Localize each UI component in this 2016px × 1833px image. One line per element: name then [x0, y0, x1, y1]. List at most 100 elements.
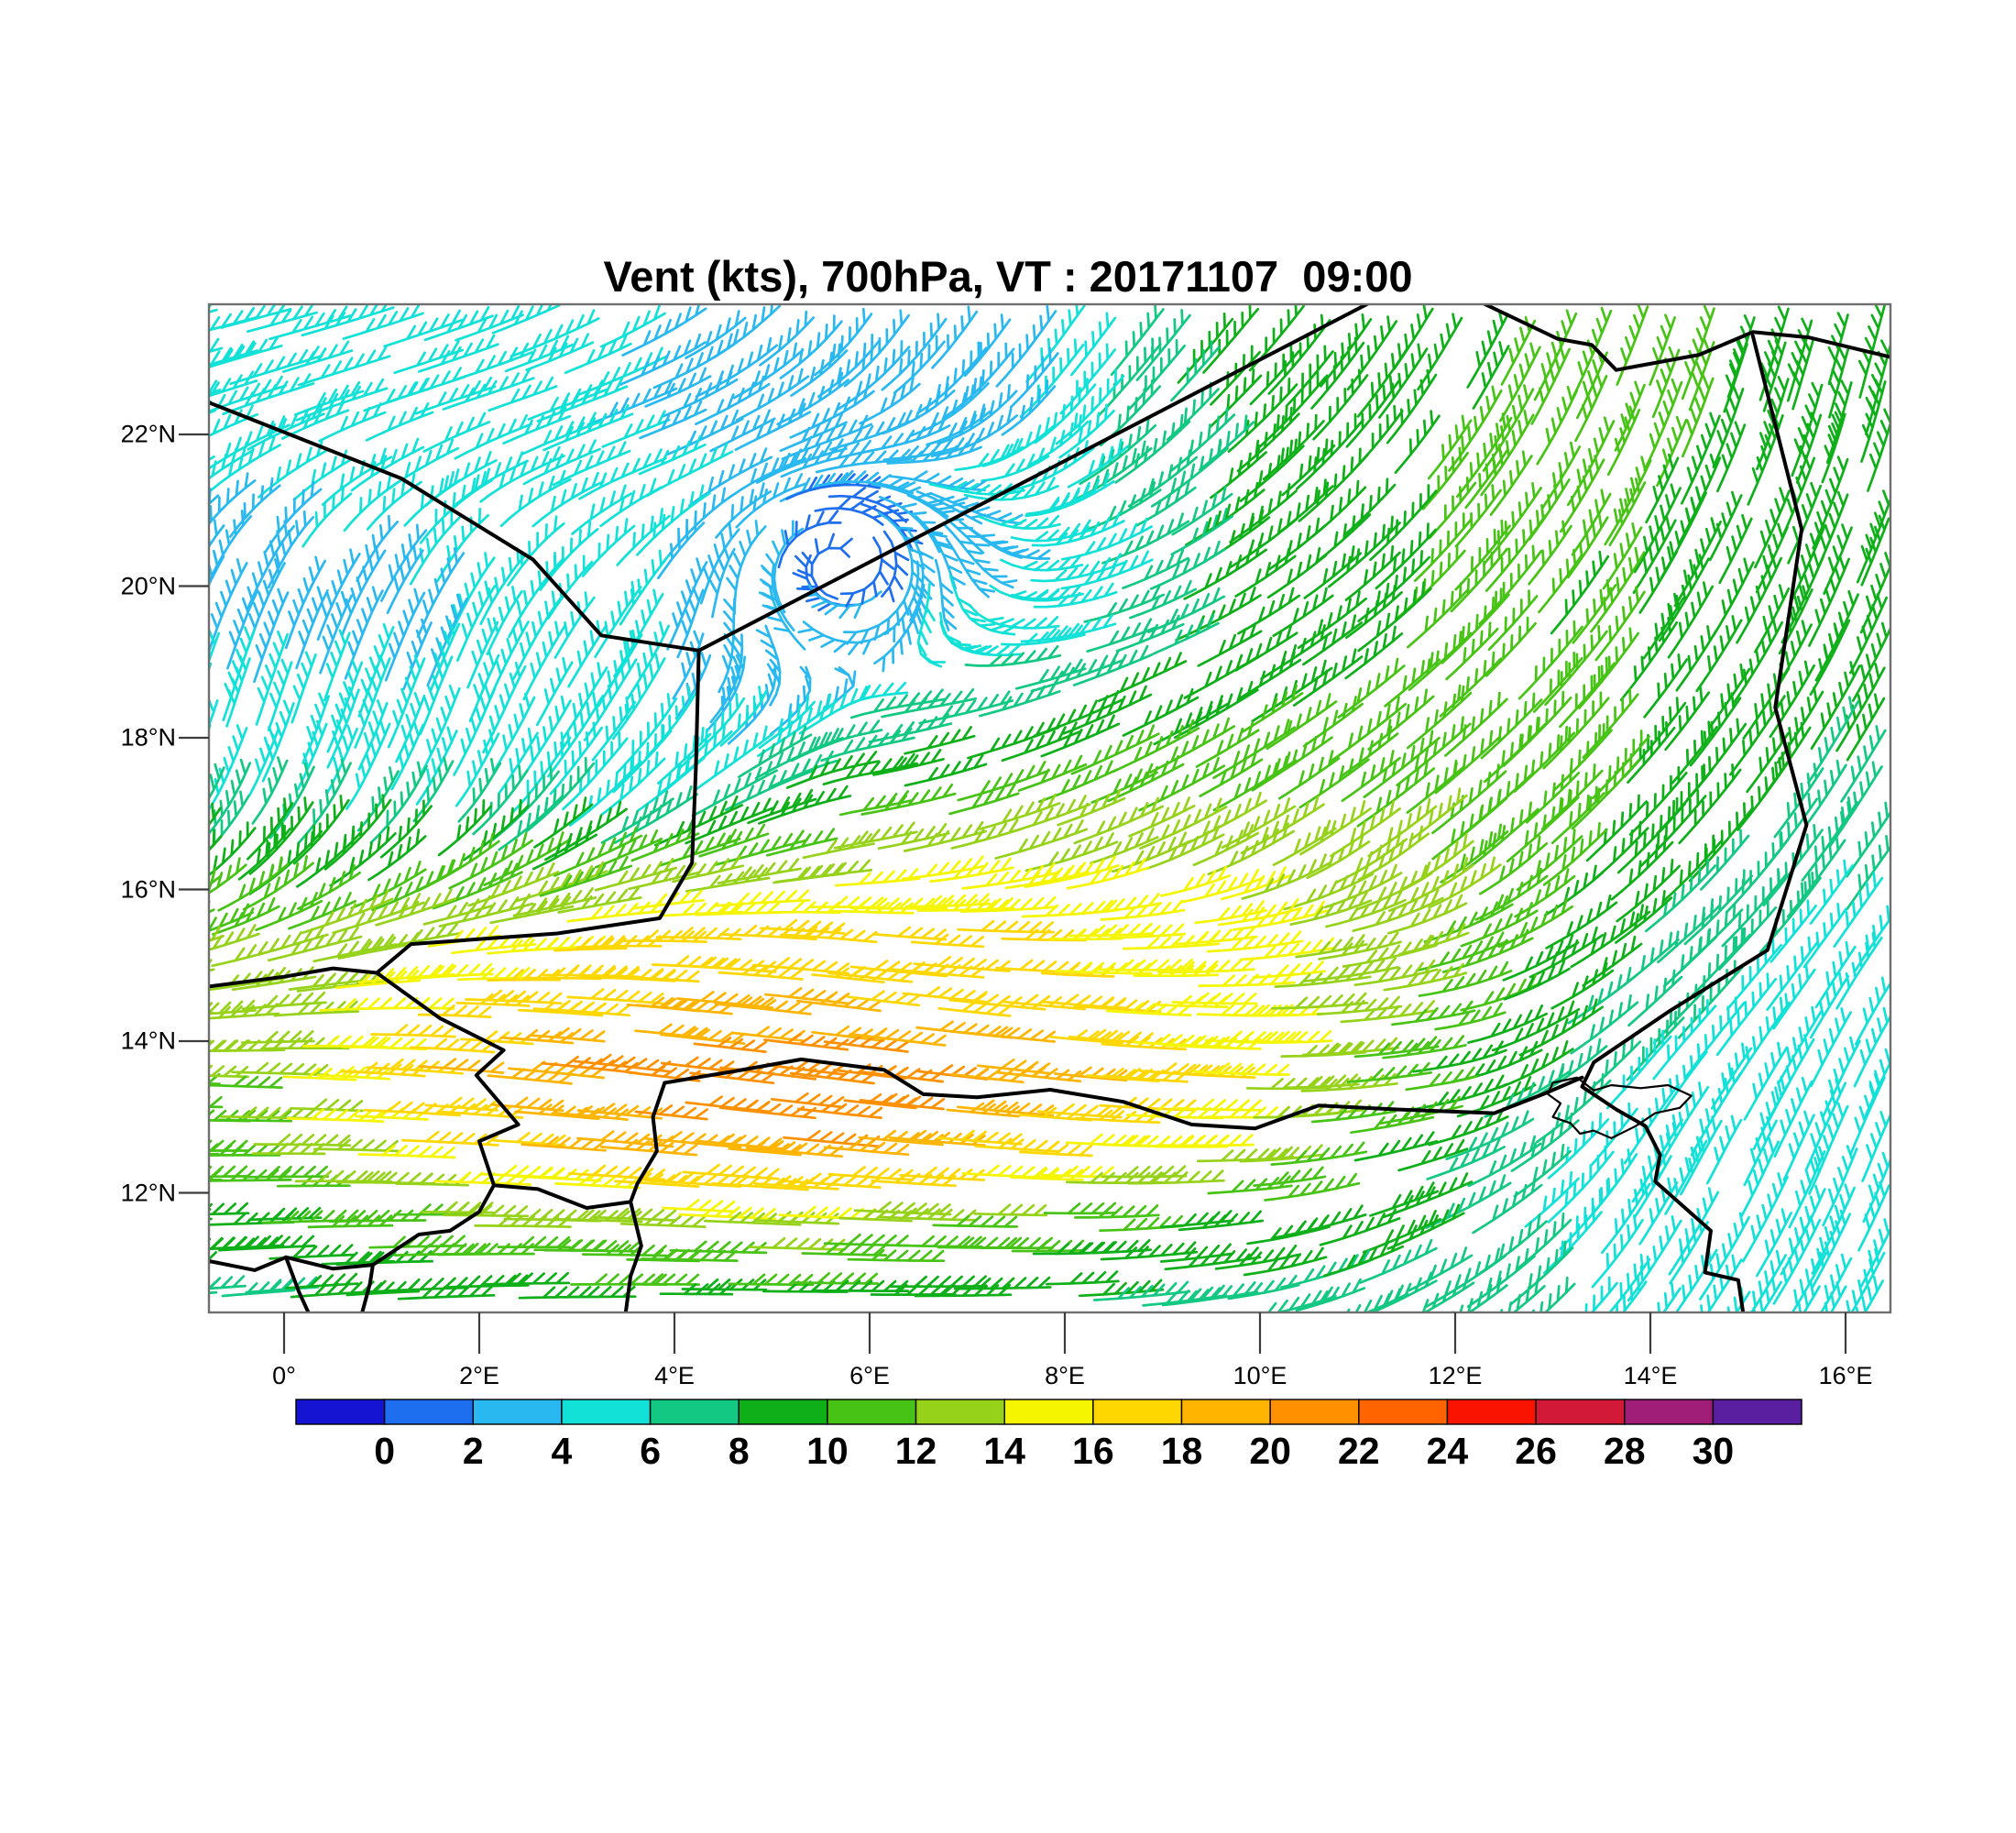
wind-barb	[323, 629, 351, 702]
wind-barb	[479, 445, 565, 503]
wind-barb	[1645, 453, 1680, 524]
wind-barb	[209, 1251, 219, 1264]
wind-barb	[355, 1106, 429, 1121]
wind-barb	[1801, 796, 1858, 882]
wind-barb	[1818, 1281, 1847, 1312]
wind-barb	[1550, 785, 1605, 845]
wind-barb	[366, 473, 422, 531]
wind-barb	[1298, 447, 1369, 522]
wind-barb	[1787, 481, 1823, 565]
wind-barb	[499, 469, 572, 528]
wind-barb	[1795, 412, 1823, 484]
wind-barb	[226, 586, 259, 670]
wind-barb	[953, 1276, 1052, 1290]
wind-barb	[847, 990, 921, 1007]
wind-barb	[1289, 891, 1373, 926]
wind-barb	[491, 764, 560, 841]
wind-barb	[1384, 652, 1441, 708]
wind-barb	[1346, 1061, 1433, 1083]
wind-barb	[1605, 1029, 1672, 1110]
wind-barb	[823, 1139, 910, 1157]
wind-barb	[615, 693, 678, 774]
wind-barb	[816, 333, 882, 398]
wind-barb	[507, 1060, 606, 1080]
wind-barb	[1560, 455, 1605, 533]
wind-barb	[363, 1101, 461, 1117]
wind-barb	[536, 377, 629, 423]
wind-barb	[1196, 1146, 1295, 1163]
wind-barb	[1862, 1151, 1890, 1224]
wind-barb	[487, 1068, 573, 1085]
wind-barb	[1099, 1214, 1185, 1233]
wind-barb	[1379, 1095, 1463, 1125]
wind-barb	[1860, 379, 1887, 463]
wind-barb	[383, 1277, 470, 1292]
colorbar-tick-label: 10	[806, 1430, 849, 1472]
wind-barb	[1811, 1183, 1856, 1275]
wind-barb	[1212, 752, 1298, 812]
wind-barb	[954, 438, 1024, 472]
wind-barb	[1060, 550, 1154, 590]
wind-barb	[1786, 834, 1846, 918]
wind-barb	[209, 1208, 213, 1221]
wind-barb	[1851, 621, 1890, 702]
wind-barb	[1445, 1110, 1535, 1160]
wind-barb	[597, 629, 643, 708]
wind-barb	[467, 862, 560, 907]
wind-barb	[1822, 1145, 1858, 1227]
wind-barb	[973, 1203, 1048, 1217]
wind-barb	[1574, 371, 1608, 443]
wind-barb	[508, 551, 564, 639]
wind-barb	[222, 373, 315, 416]
wind-barb	[796, 532, 853, 600]
wind-barb	[1096, 958, 1195, 971]
wind-barb	[1510, 1112, 1580, 1172]
wind-barb	[1680, 412, 1721, 505]
wind-barb	[999, 554, 1084, 572]
wind-barb	[1780, 1184, 1826, 1276]
wind-barb	[1115, 614, 1185, 653]
wind-barb	[761, 520, 805, 614]
wind-barb	[1856, 489, 1890, 584]
wind-barb	[581, 518, 636, 577]
wind-barb	[1024, 855, 1120, 888]
wind-barb	[1387, 857, 1474, 913]
wind-barb	[578, 448, 667, 500]
wind-barb	[678, 692, 746, 770]
wind-barb	[1608, 1253, 1651, 1312]
wind-barb	[1434, 1002, 1507, 1031]
wind-barb	[1667, 581, 1715, 659]
wind-barb	[209, 924, 260, 951]
x-tick-label: 10°E	[1233, 1362, 1287, 1389]
wind-barb	[1068, 1028, 1155, 1045]
wind-barb	[209, 448, 215, 462]
wind-barb	[1423, 895, 1514, 943]
wind-barb	[1128, 579, 1198, 620]
wind-barb	[209, 370, 258, 398]
wind-barb	[562, 731, 629, 811]
wind-barb	[1114, 413, 1191, 484]
wind-barb	[1649, 313, 1676, 386]
wind-barb	[1076, 997, 1162, 1013]
wind-barb	[1594, 586, 1646, 662]
wind-barb	[356, 514, 400, 582]
wind-barb	[1434, 730, 1500, 795]
wind-barb	[795, 993, 882, 1013]
wind-barb	[512, 887, 597, 917]
wind-barb	[913, 955, 1011, 972]
wind-barb	[1266, 546, 1328, 599]
wind-barb	[217, 856, 290, 912]
wind-barb	[636, 484, 711, 556]
wind-barb	[652, 333, 740, 390]
wind-barb	[1362, 1209, 1442, 1254]
wind-barb	[1105, 1002, 1192, 1016]
wind-barb	[1752, 1276, 1782, 1312]
wind-barb	[1671, 720, 1718, 785]
wind-barb	[630, 823, 700, 862]
colorbar-tick-label: 20	[1249, 1430, 1291, 1472]
wind-barb	[1067, 438, 1129, 488]
wind-barb	[1846, 801, 1890, 878]
wind-barb	[531, 471, 605, 528]
wind-barb	[1752, 1081, 1789, 1150]
colorbar-segment	[1624, 1399, 1715, 1425]
